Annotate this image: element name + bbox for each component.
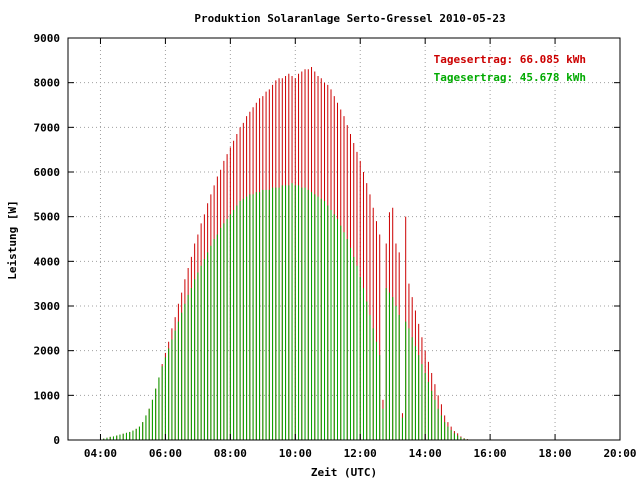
bars-series-2 [99, 183, 472, 440]
legend-entry-series-1: Tagesertrag: 66.085 kWh [434, 53, 586, 66]
y-tick-label: 5000 [34, 211, 61, 224]
legend-entry-series-2: Tagesertrag: 45.678 kWh [434, 71, 586, 84]
x-tick-label: 04:00 [84, 447, 117, 460]
y-tick-label: 8000 [34, 77, 61, 90]
x-tick-label: 06:00 [149, 447, 182, 460]
x-tick-label: 18:00 [538, 447, 571, 460]
y-tick-label: 1000 [34, 389, 61, 402]
x-axis-label: Zeit (UTC) [311, 466, 377, 479]
x-tick-label: 16:00 [474, 447, 507, 460]
x-tick-label: 12:00 [344, 447, 377, 460]
y-tick-label: 6000 [34, 166, 61, 179]
y-tick-label: 9000 [34, 32, 61, 45]
y-tick-label: 0 [53, 434, 60, 447]
y-tick-label: 3000 [34, 300, 61, 313]
y-tick-marks: 0 1000 2000 3000 4000 5000 6000 7000 8000 9000 [34, 32, 620, 447]
x-tick-label: 10:00 [279, 447, 312, 460]
y-axis-label: Leistung [W] [6, 200, 19, 279]
x-tick-label: 08:00 [214, 447, 247, 460]
y-tick-label: 7000 [34, 121, 61, 134]
x-tick-label: 14:00 [409, 447, 442, 460]
plot-frame [67, 37, 621, 441]
y-tick-label: 2000 [34, 345, 61, 358]
y-tick-label: 4000 [34, 255, 61, 268]
x-tick-marks: 04:00 06:00 08:00 10:00 12:00 14:00 16:00 18:00… [84, 38, 637, 460]
chart-title: Produktion Solaranlage Serto-Gressel 201… [194, 12, 505, 25]
x-tick-label: 20:00 [603, 447, 636, 460]
